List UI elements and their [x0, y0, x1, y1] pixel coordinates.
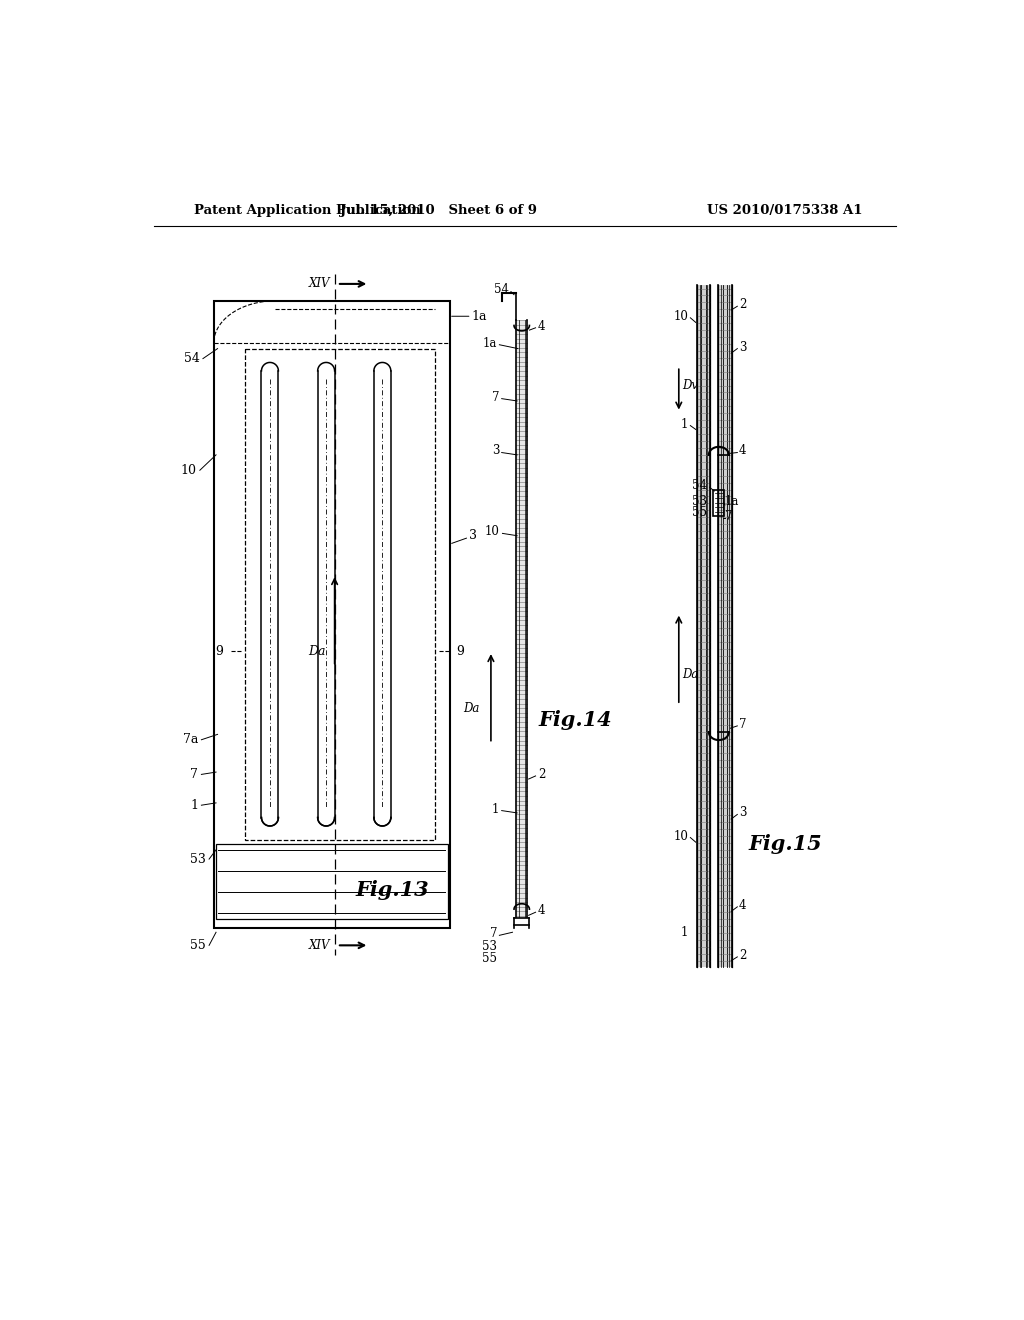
Text: XIV: XIV	[309, 939, 331, 952]
Text: 10: 10	[673, 829, 688, 842]
Text: Patent Application Publication: Patent Application Publication	[194, 205, 421, 218]
Polygon shape	[696, 285, 711, 966]
Text: 4: 4	[739, 899, 746, 912]
Text: 1: 1	[190, 799, 199, 812]
Text: 55: 55	[692, 506, 708, 519]
Text: 54: 54	[692, 479, 708, 492]
Text: 3: 3	[492, 445, 500, 458]
Text: 10: 10	[673, 310, 688, 323]
Text: Da: Da	[683, 668, 699, 681]
Text: 3: 3	[739, 807, 746, 820]
Text: 53: 53	[692, 495, 708, 508]
Text: XIV: XIV	[309, 277, 331, 290]
Text: 4: 4	[538, 904, 546, 917]
Text: Jul. 15, 2010   Sheet 6 of 9: Jul. 15, 2010 Sheet 6 of 9	[340, 205, 537, 218]
Text: 55: 55	[190, 939, 206, 952]
Text: 54: 54	[494, 282, 509, 296]
Polygon shape	[718, 285, 732, 966]
Text: 7: 7	[492, 391, 500, 404]
Text: Fig.13: Fig.13	[355, 880, 429, 900]
Text: 9: 9	[457, 644, 464, 657]
Text: 3: 3	[739, 341, 746, 354]
Text: 7: 7	[190, 768, 199, 781]
Text: Fig.14: Fig.14	[539, 710, 612, 730]
Text: 55: 55	[482, 952, 497, 965]
Text: Da: Da	[308, 644, 326, 657]
Text: 9: 9	[215, 644, 223, 657]
Polygon shape	[516, 321, 527, 917]
Text: Da: Da	[463, 702, 479, 715]
Text: 1a: 1a	[452, 310, 487, 323]
Text: 7: 7	[739, 718, 746, 731]
Text: 2: 2	[538, 768, 545, 781]
Text: 10: 10	[484, 525, 500, 539]
Text: 2: 2	[739, 949, 746, 962]
Text: 3: 3	[452, 529, 477, 544]
Text: 7: 7	[489, 927, 497, 940]
Text: 1a: 1a	[725, 495, 739, 508]
Text: 10: 10	[181, 463, 197, 477]
Text: 53: 53	[190, 853, 206, 866]
Text: 7: 7	[725, 510, 732, 523]
Text: 1: 1	[492, 803, 500, 816]
Text: 1a: 1a	[482, 337, 497, 350]
Text: 4: 4	[739, 445, 746, 458]
Text: 1: 1	[681, 417, 688, 430]
Text: US 2010/0175338 A1: US 2010/0175338 A1	[708, 205, 863, 218]
Text: 2: 2	[739, 298, 746, 312]
Text: Fig.15: Fig.15	[749, 834, 822, 854]
Text: 7a: 7a	[183, 733, 199, 746]
Text: 53: 53	[482, 940, 497, 953]
Text: 54: 54	[184, 352, 200, 366]
Text: Dv: Dv	[683, 379, 698, 392]
Text: 1: 1	[681, 925, 688, 939]
Text: 4: 4	[538, 319, 546, 333]
